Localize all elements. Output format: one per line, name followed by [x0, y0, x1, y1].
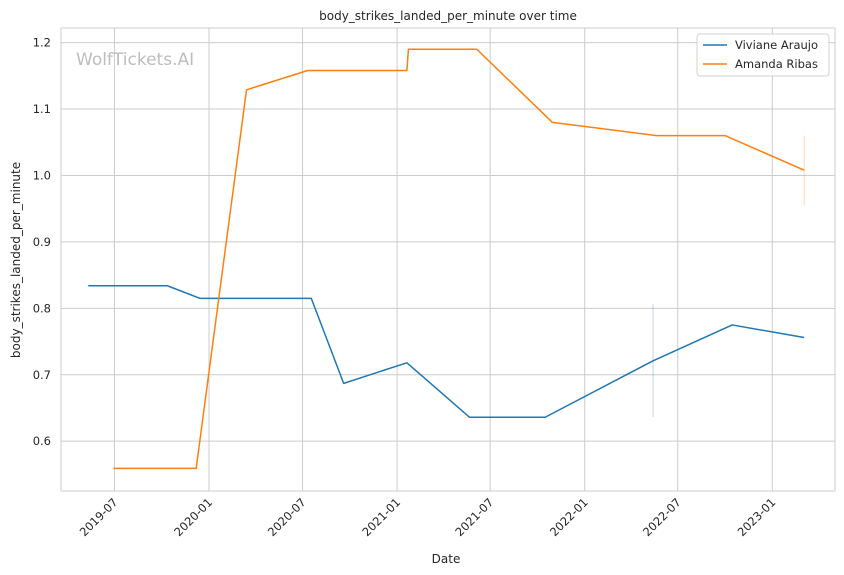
x-axis-label: Date [432, 552, 461, 566]
legend-label-amanda-ribas: Amanda Ribas [735, 57, 818, 71]
chart-title: body_strikes_landed_per_minute over time [319, 9, 577, 23]
series-line-viviane-araujo [88, 284, 805, 419]
x-tick-label: 2023-01 [735, 495, 779, 539]
x-tick-label: 2020-07 [265, 495, 309, 539]
series-group [88, 48, 805, 470]
watermark: WolfTickets.AI [76, 50, 194, 70]
grid [61, 28, 835, 491]
x-tick-label: 2021-01 [359, 495, 403, 539]
x-tick-label: 2019-07 [77, 495, 121, 539]
y-tick-label: 1.2 [33, 36, 51, 50]
x-tick-label: 2022-07 [640, 495, 684, 539]
x-ticks: 2019-07 2020-01 2020-07 2021-01 2021-07 2022-… [77, 495, 779, 539]
legend-box [696, 33, 830, 77]
y-ticks: 0.6 0.7 0.8 0.9 1.0 1.1 1.2 [33, 36, 51, 449]
x-tick-label: 2021-07 [452, 495, 496, 539]
series-line-amanda-ribas [113, 48, 805, 470]
y-tick-label: 0.6 [33, 434, 51, 448]
y-tick-label: 0.8 [33, 301, 51, 315]
legend-label-viviane-araujo: Viviane Araujo [735, 38, 818, 52]
x-tick-label: 2022-01 [547, 495, 591, 539]
y-tick-label: 1.0 [33, 168, 51, 182]
y-tick-label: 1.1 [33, 102, 51, 116]
y-axis-label: body_strikes_landed_per_minute [9, 162, 23, 358]
plot-area [60, 27, 836, 492]
legend: Viviane Araujo Amanda Ribas [696, 33, 830, 77]
x-tick-label: 2020-01 [171, 495, 215, 539]
y-tick-label: 0.7 [33, 368, 51, 382]
y-tick-label: 0.9 [33, 235, 51, 249]
